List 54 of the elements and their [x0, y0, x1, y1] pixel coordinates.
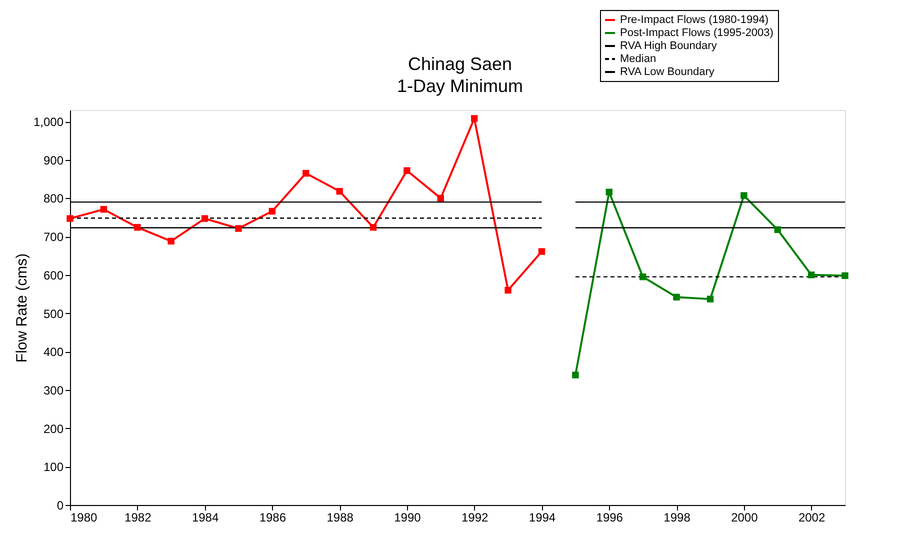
x-tick-label: 1988 — [326, 510, 354, 524]
y-tick-label: 1,000 — [33, 115, 64, 130]
x-tick-label: 1992 — [461, 510, 489, 524]
legend-label: Median — [620, 53, 656, 65]
point — [673, 294, 680, 300]
y-tick-label: 100 — [43, 460, 64, 474]
point — [538, 248, 546, 255]
point — [336, 188, 343, 195]
x-tick-label: 1980 — [70, 510, 98, 524]
point — [470, 115, 478, 122]
point — [437, 194, 444, 202]
x-tick-label: 1984 — [192, 510, 219, 524]
point — [168, 238, 174, 245]
y-tick-label: 700 — [43, 230, 64, 244]
point — [774, 226, 781, 234]
x-tick-label: 1990 — [394, 510, 422, 524]
point — [302, 170, 310, 177]
point — [706, 296, 714, 302]
y-tick-label: 200 — [43, 422, 64, 436]
y-tick-label: 300 — [43, 383, 64, 398]
legend-label: Post-Impact Flows (1995-2003) — [620, 27, 774, 39]
legend-label: RVA High Boundary — [620, 40, 718, 52]
chart-title: Chinag Saen 1-Day Minimum — [396, 54, 524, 96]
point — [808, 272, 815, 278]
point — [370, 224, 377, 231]
point — [134, 224, 141, 231]
point — [572, 372, 579, 378]
point — [268, 208, 276, 215]
y-tick-label: 600 — [43, 268, 64, 282]
y-axis-title: Flow Rate (cms) — [13, 253, 30, 363]
legend-label: Pre-Impact Flows (1980-1994) — [620, 14, 769, 26]
point — [639, 273, 646, 280]
x-tick-label: 1994 — [528, 510, 556, 524]
y-tick-label: 500 — [43, 306, 64, 321]
point — [842, 272, 848, 280]
x-tick-label: 1998 — [664, 510, 691, 524]
y-tick-label: 400 — [43, 345, 64, 360]
legend-label: RVA Low Boundary — [620, 66, 715, 78]
point — [66, 215, 74, 222]
point — [201, 215, 208, 222]
x-tick-label: 2000 — [731, 510, 758, 524]
point — [235, 225, 242, 232]
point — [100, 206, 108, 213]
point — [606, 188, 612, 196]
point — [740, 192, 748, 199]
y-tick-label: 800 — [43, 192, 64, 206]
point — [404, 167, 410, 174]
x-tick-label: 1982 — [124, 510, 152, 524]
x-tick-label: 1996 — [596, 510, 624, 524]
x-tick-label: 1986 — [259, 510, 286, 524]
y-tick-label: 900 — [43, 153, 64, 168]
x-tick-label: 2002 — [798, 510, 826, 524]
y-tick-label: 0 — [56, 498, 64, 512]
point — [504, 286, 512, 294]
